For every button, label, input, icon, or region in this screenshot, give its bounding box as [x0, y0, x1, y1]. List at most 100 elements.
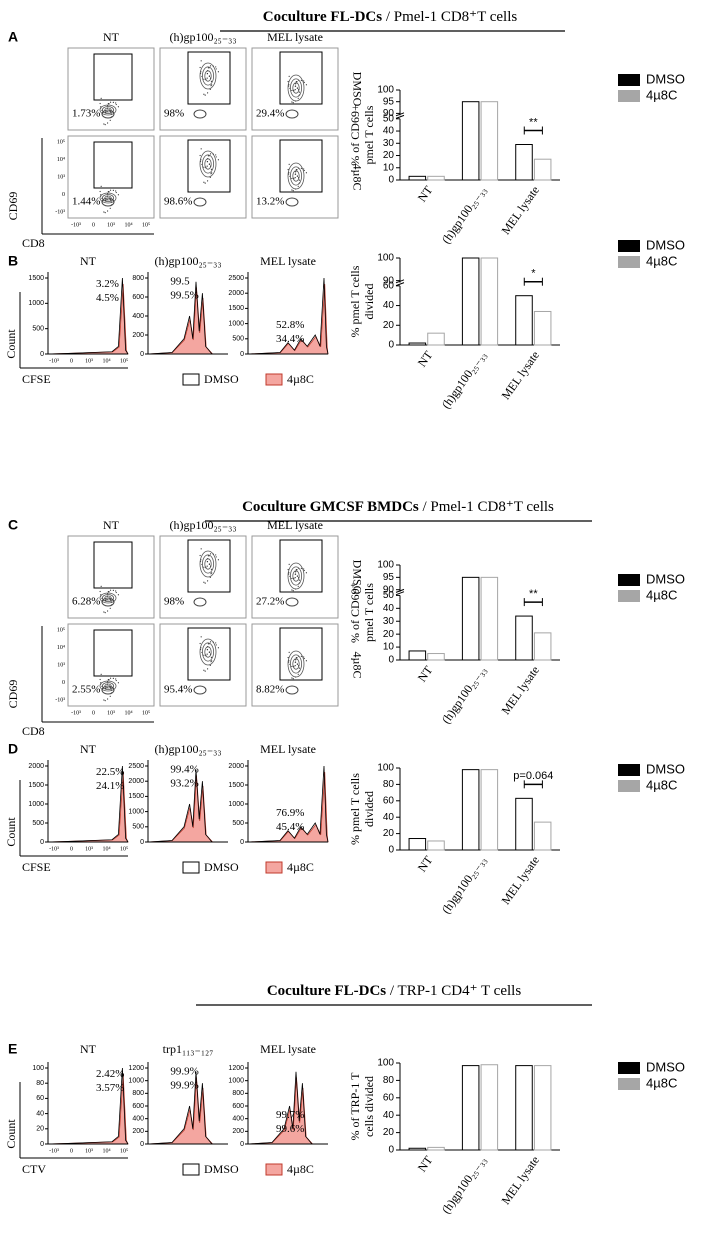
flow-contour	[201, 642, 214, 662]
y-tick-label: 0	[240, 1141, 244, 1148]
flow-event	[288, 651, 290, 653]
flow-event	[99, 590, 101, 593]
column-title: (h)gp100₂₅₋₃₃	[169, 30, 236, 44]
y-tick-label: 90	[383, 275, 395, 286]
x-tick-label: 10⁵	[142, 710, 150, 716]
flow-event	[204, 582, 206, 584]
flow-event	[206, 160, 209, 163]
flow-event	[215, 66, 217, 68]
flow-event	[199, 66, 201, 69]
y-tick-label: 20	[36, 1126, 44, 1133]
flow-gate	[279, 139, 323, 193]
flow-event	[211, 172, 213, 174]
flow-event	[303, 656, 305, 658]
flow-event	[206, 580, 209, 582]
flow-gate	[187, 139, 231, 193]
flow-contour	[99, 104, 117, 116]
y-tick-label: 800	[232, 1090, 244, 1097]
flow-event	[200, 60, 202, 62]
flow-event	[199, 642, 201, 645]
flow-event	[300, 79, 302, 81]
legend-label: 4µ8C	[287, 372, 314, 386]
percent-4u8c: 3.57%	[96, 1082, 124, 1094]
y-tick-label: 0	[62, 192, 65, 198]
flow-event	[294, 177, 296, 179]
significance-label: **	[529, 588, 538, 600]
bar	[515, 295, 533, 346]
flow-event	[291, 177, 293, 180]
flow-event	[208, 67, 210, 69]
flow-event	[291, 665, 293, 668]
y-tick-label: 80	[383, 779, 395, 790]
column-title: trp1₁₁₃₋₁₂₇	[163, 1042, 214, 1056]
histogram-dmso	[247, 1071, 328, 1145]
flow-event	[210, 173, 212, 175]
y-tick-label: 20	[383, 1127, 395, 1138]
flow-contour	[102, 194, 115, 202]
y-tick-label: 10⁴	[57, 157, 65, 163]
axis-break	[395, 279, 405, 284]
legend-swatch	[618, 256, 640, 268]
percent-4u8c: 45.4%	[276, 821, 304, 833]
axis-title: CD69	[6, 192, 20, 221]
y-tick-label: 10⁵	[57, 627, 65, 633]
y-tick-label: 1000	[228, 1078, 244, 1085]
flow-event	[104, 599, 107, 601]
flow-contour	[292, 170, 300, 182]
flow-event	[295, 571, 297, 573]
histogram-dmso	[247, 277, 329, 355]
flow-event	[99, 190, 101, 193]
column-title: MEL lysate	[260, 1042, 316, 1056]
y-tick-label: 200	[232, 1128, 244, 1135]
flow-event	[206, 165, 208, 167]
flow-event	[292, 190, 294, 192]
histogram-dmso	[147, 1071, 228, 1145]
bar	[408, 342, 427, 346]
flow-event	[298, 579, 301, 581]
flow-event	[109, 589, 112, 591]
x-tick-label: 0	[70, 358, 73, 364]
bar	[461, 576, 480, 661]
y-tick-label: 800	[132, 1090, 144, 1097]
heading-bold: Coculture FL-DCs	[263, 9, 382, 25]
bar	[427, 653, 445, 661]
flow-event	[200, 548, 202, 550]
row-label: 4µ8C	[350, 164, 364, 191]
flow-event	[291, 101, 293, 103]
gate-percent: 1.73%	[72, 108, 100, 120]
y-tick-label: 0	[388, 845, 394, 856]
flow-event	[294, 89, 296, 91]
flow-event	[206, 92, 209, 94]
flow-event	[108, 679, 110, 681]
flow-gate	[93, 53, 133, 101]
bar	[408, 650, 427, 661]
flow-event	[291, 677, 293, 679]
flow-gate	[279, 539, 323, 593]
flow-event	[211, 84, 213, 86]
y-tick-label: 400	[132, 1116, 144, 1123]
bar	[427, 1146, 445, 1151]
axis-title: CD8	[22, 724, 45, 738]
flow-event	[303, 569, 305, 572]
legend-label: DMSO	[204, 1162, 239, 1176]
percent-4u8c: 24.1%	[96, 780, 124, 792]
y-tick-label: 2500	[228, 275, 244, 282]
legend-label: 4µ8C	[646, 253, 677, 268]
legend-swatch	[618, 1078, 640, 1090]
legend-swatch	[618, 74, 640, 86]
flow-plot	[159, 135, 247, 219]
flow-event	[288, 563, 290, 565]
flow-contour	[99, 192, 117, 204]
gate-percent: 95.4%	[164, 684, 192, 696]
flow-event	[206, 560, 209, 563]
y-tick-label: 30	[383, 138, 395, 149]
flow-event	[99, 102, 101, 105]
flow-event	[211, 660, 213, 662]
y-tick-label: 40	[383, 812, 395, 823]
flow-event	[203, 93, 205, 95]
flow-contour	[199, 150, 217, 178]
percent-dmso: 2.42%	[96, 1068, 124, 1080]
gate-percent: 98%	[164, 108, 184, 120]
percent-dmso: 99.4%	[170, 763, 198, 775]
